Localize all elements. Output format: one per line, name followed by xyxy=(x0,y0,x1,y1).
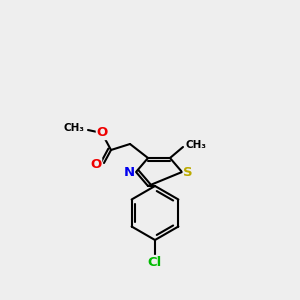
Text: Cl: Cl xyxy=(148,256,162,268)
Text: O: O xyxy=(90,158,102,172)
Text: CH₃: CH₃ xyxy=(186,140,207,150)
Text: CH₃: CH₃ xyxy=(64,123,85,133)
Text: S: S xyxy=(183,166,193,178)
Text: O: O xyxy=(96,127,108,140)
Text: N: N xyxy=(123,166,135,178)
